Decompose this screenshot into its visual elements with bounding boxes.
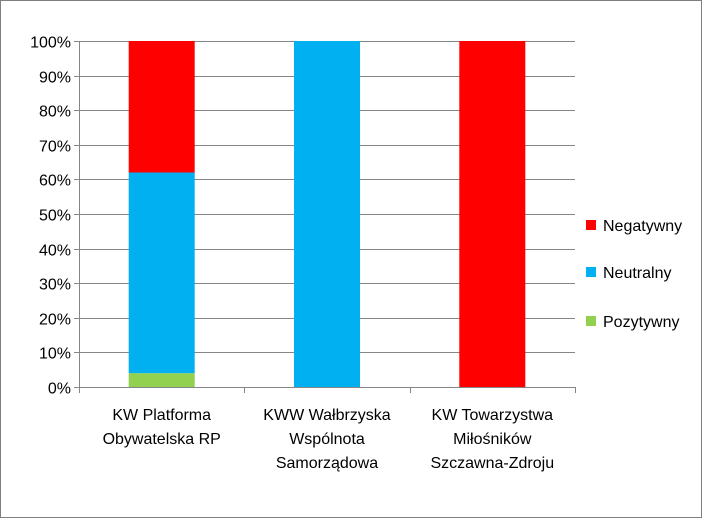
- y-tick-label: 10%: [39, 346, 71, 363]
- y-tick-label: 30%: [39, 277, 71, 294]
- x-category-label: KW Towarzystwa: [432, 407, 554, 424]
- bar-segment-neutralny: [294, 41, 360, 387]
- x-category-label: KWW Wałbrzyska: [263, 407, 391, 424]
- x-category-label: Obywatelska RP: [103, 431, 221, 448]
- bar-segment-negatywny: [459, 41, 526, 387]
- x-category-label: Szczawna-Zdroju: [430, 455, 554, 472]
- y-tick-label: 60%: [39, 173, 71, 190]
- y-tick-label: 20%: [39, 312, 71, 329]
- legend: Negatywny Neutralny Pozytywny: [586, 218, 682, 331]
- y-tick-label: 80%: [39, 104, 71, 121]
- axes: [74, 41, 576, 393]
- y-tick-label: 100%: [30, 35, 71, 52]
- bar-segment-negatywny: [128, 41, 195, 173]
- x-category-labels: KW Platforma Obywatelska RP KWW Wałbrzyska…: [103, 407, 555, 472]
- x-category-label: Samorządowa: [276, 455, 378, 472]
- legend-label-negatywny: Negatywny: [603, 218, 682, 235]
- legend-swatch-negatywny: [586, 220, 596, 230]
- y-tick-label: 70%: [39, 139, 71, 156]
- legend-label-pozytywny: Pozytywny: [603, 314, 679, 331]
- x-category-label: Wspólnota: [289, 431, 365, 448]
- x-category-label: KW Platforma: [112, 407, 211, 424]
- bars: [128, 41, 526, 387]
- y-tick-label: 50%: [39, 208, 71, 225]
- x-category-label: Miłośników: [453, 431, 532, 448]
- legend-label-neutralny: Neutralny: [603, 265, 671, 282]
- y-tick-label: 0%: [48, 381, 71, 398]
- legend-swatch-neutralny: [586, 267, 596, 277]
- y-tick-labels: 0% 10% 20% 30% 40% 50% 60% 70% 80% 90% 100%: [30, 35, 71, 398]
- legend-swatch-pozytywny: [586, 316, 596, 326]
- y-tick-label: 90%: [39, 70, 71, 87]
- bar-segment-neutralny: [128, 172, 195, 374]
- bar-segment-pozytywny: [128, 373, 195, 387]
- y-tick-label: 40%: [39, 243, 71, 260]
